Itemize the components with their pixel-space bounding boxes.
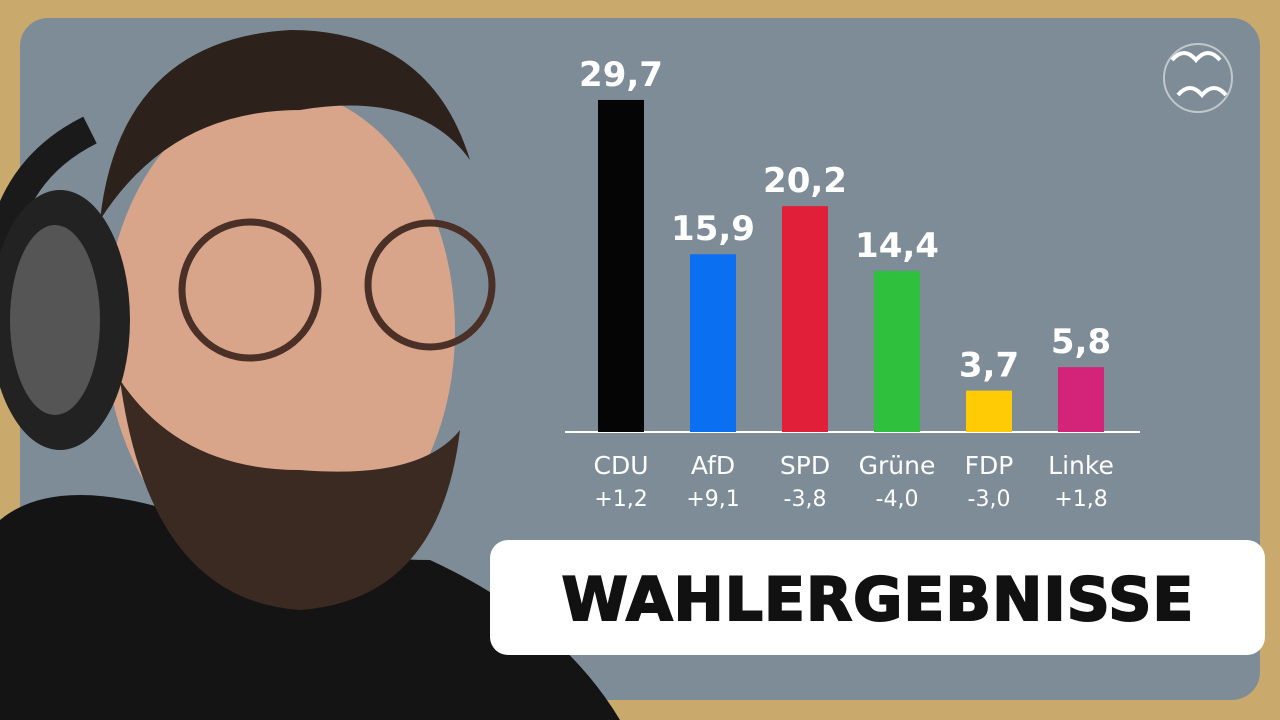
- change-label: +9,1: [686, 487, 739, 512]
- category-label: AfD: [691, 451, 735, 480]
- change-label: +1,2: [594, 487, 647, 512]
- value-label: 29,7: [579, 55, 663, 95]
- value-label: 5,8: [1051, 322, 1111, 362]
- value-label: 3,7: [959, 346, 1019, 386]
- category-label: Grüne: [859, 451, 936, 480]
- change-label: -3,0: [968, 487, 1011, 512]
- bar: [690, 254, 736, 432]
- category-label: SPD: [780, 451, 830, 480]
- bar: [1058, 367, 1104, 432]
- value-label: 20,2: [763, 161, 847, 201]
- title: WAHLERGEBNISSE: [562, 565, 1195, 635]
- logo: [1163, 43, 1233, 113]
- bar: [966, 390, 1012, 432]
- change-label: -4,0: [876, 487, 919, 512]
- title-box: [490, 540, 1265, 655]
- category-label: Linke: [1048, 451, 1114, 480]
- change-label: +1,8: [1054, 487, 1107, 512]
- value-label: 14,4: [855, 226, 939, 266]
- bar: [598, 99, 644, 432]
- category-label: FDP: [965, 451, 1014, 480]
- category-label: CDU: [593, 451, 648, 480]
- change-label: -3,8: [784, 487, 827, 512]
- bar: [874, 271, 920, 432]
- person: [0, 30, 620, 720]
- value-label: 15,9: [671, 209, 755, 249]
- bar: [782, 206, 828, 432]
